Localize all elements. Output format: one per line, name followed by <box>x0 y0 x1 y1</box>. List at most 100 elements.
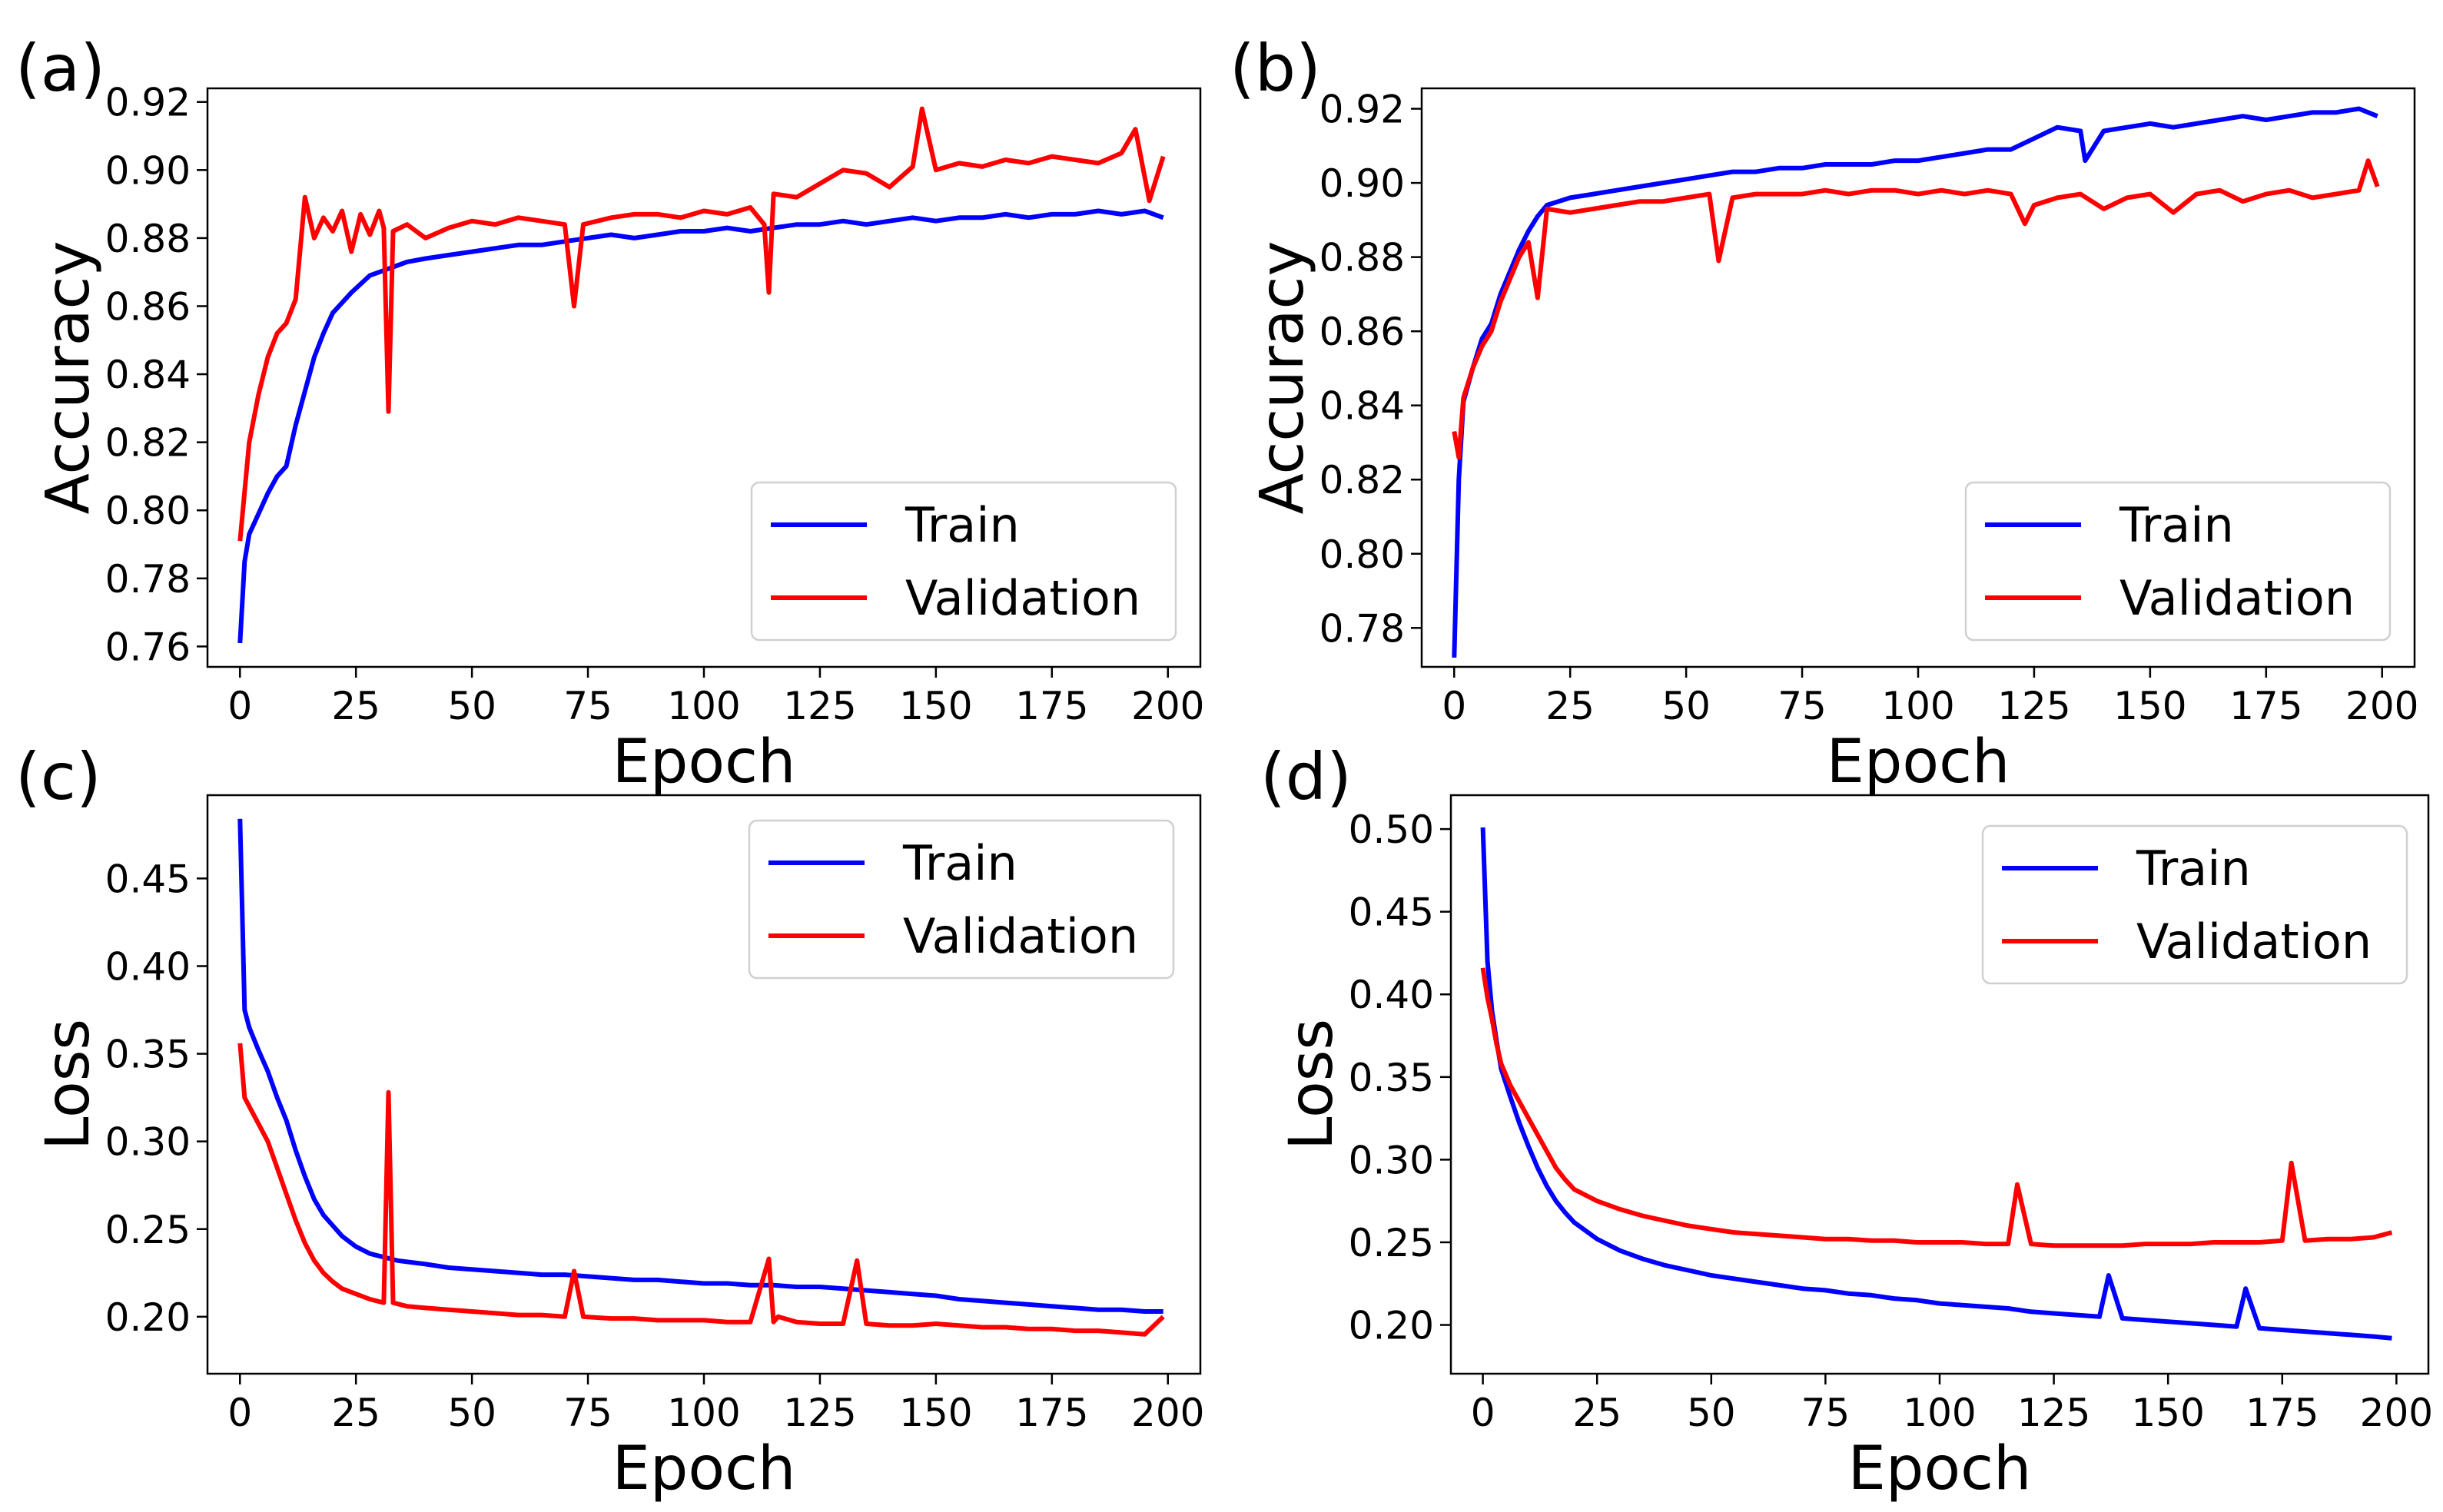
x-tick-label: 150 <box>899 684 972 728</box>
y-tick-label: 0.35 <box>105 1033 191 1077</box>
y-tick-label: 0.82 <box>1319 458 1405 502</box>
x-tick-label: 100 <box>1903 1391 1976 1435</box>
panel-a: (a) 0 25 50 75 100 125 150 175 200 0.76 0.78 0.80 0.8… <box>15 31 1204 797</box>
x-tick-label: 50 <box>1661 684 1711 728</box>
legend-label-validation: Validation <box>2136 914 2372 970</box>
y-tick-label: 0.40 <box>105 944 191 989</box>
y-tick-label: 0.86 <box>105 284 191 329</box>
y-tick-label: 0.90 <box>1319 161 1405 206</box>
x-tick-label: 175 <box>2229 684 2302 728</box>
y-axis-title: Loss <box>1277 1019 1346 1150</box>
panel-label: (d) <box>1260 739 1352 814</box>
y-tick-label: 0.20 <box>105 1295 191 1340</box>
x-tick-label: 125 <box>783 684 856 728</box>
y-tick-label: 0.82 <box>105 421 191 466</box>
x-tick-label: 50 <box>1687 1391 1736 1435</box>
x-tick-label: 25 <box>331 684 380 728</box>
y-tick-label: 0.88 <box>105 217 191 261</box>
panel-label: (a) <box>15 31 105 106</box>
y-tick-label: 0.78 <box>1319 606 1405 651</box>
legend-box <box>750 481 1177 642</box>
x-axis-title: Epoch <box>1848 1434 2032 1504</box>
x-tick-label: 0 <box>1471 1391 1495 1435</box>
x-tick-label: 150 <box>899 1391 972 1435</box>
x-tick-label: 100 <box>667 684 740 728</box>
x-tick-label: 25 <box>1545 684 1595 728</box>
panel-c: (c) 0 25 50 75 100 125 150 175 200 0.20 0.25 0.30 0.3… <box>15 739 1204 1504</box>
legend-label-train: Train <box>902 835 1017 891</box>
y-tick-label: 0.25 <box>1349 1221 1434 1265</box>
y-tick-label: 0.30 <box>105 1120 191 1165</box>
series-line-validation <box>237 1043 1165 1337</box>
y-tick-label: 0.84 <box>105 353 191 397</box>
legend-label-train: Train <box>2119 497 2234 553</box>
legend-box <box>748 819 1175 980</box>
x-tick-label: 75 <box>563 684 612 728</box>
x-tick-label: 175 <box>1015 684 1088 728</box>
y-tick-label: 0.90 <box>105 148 191 193</box>
series-line-train <box>1452 106 2378 658</box>
x-tick-label: 200 <box>1131 684 1204 728</box>
series-line-train <box>1480 827 2392 1341</box>
x-tick-label: 200 <box>2345 684 2418 728</box>
x-axis-title: Epoch <box>612 728 796 797</box>
panel-b: (b) 0 25 50 75 100 125 150 175 200 0.78 0.80 0.82 0.8… <box>1230 31 2418 797</box>
legend-box <box>1981 824 2408 985</box>
legend-label-validation: Validation <box>2119 570 2355 626</box>
x-tick-label: 25 <box>1572 1391 1621 1435</box>
x-tick-label: 150 <box>2131 1391 2204 1435</box>
x-tick-label: 150 <box>2113 684 2186 728</box>
y-axis-title: Accuracy <box>34 240 103 514</box>
x-tick-label: 0 <box>227 1391 252 1435</box>
x-tick-label: 100 <box>1881 684 1954 728</box>
x-tick-label: 125 <box>783 1391 856 1435</box>
x-tick-label: 100 <box>667 1391 740 1435</box>
x-tick-label: 200 <box>2360 1391 2433 1435</box>
y-tick-label: 0.30 <box>1349 1138 1434 1182</box>
y-tick-label: 0.84 <box>1319 384 1405 429</box>
y-axis-title: Loss <box>34 1019 103 1150</box>
y-tick-label: 0.35 <box>1349 1056 1434 1100</box>
legend-label-validation: Validation <box>903 908 1138 964</box>
x-tick-label: 125 <box>1997 684 2070 728</box>
x-tick-label: 50 <box>447 1391 496 1435</box>
y-tick-label: 0.20 <box>1349 1304 1434 1348</box>
y-tick-label: 0.80 <box>105 489 191 533</box>
x-tick-label: 75 <box>563 1391 612 1435</box>
series-line-validation <box>1452 158 2380 460</box>
y-tick-label: 0.88 <box>1319 236 1405 280</box>
x-tick-label: 125 <box>2017 1391 2090 1435</box>
x-tick-label: 75 <box>1777 684 1827 728</box>
y-tick-label: 0.80 <box>1319 532 1405 577</box>
y-tick-label: 0.92 <box>105 81 191 125</box>
x-tick-label: 0 <box>1442 684 1466 728</box>
y-tick-label: 0.40 <box>1349 973 1434 1017</box>
x-tick-label: 25 <box>331 1391 380 1435</box>
x-tick-label: 175 <box>2246 1391 2319 1435</box>
y-tick-label: 0.76 <box>105 625 191 669</box>
x-axis-title: Epoch <box>612 1434 796 1504</box>
x-tick-label: 50 <box>447 684 496 728</box>
series-line-train <box>237 208 1164 644</box>
series-line-validation <box>237 106 1166 542</box>
series-line-validation <box>1480 967 2393 1248</box>
series-line-train <box>237 818 1163 1314</box>
y-tick-label: 0.86 <box>1319 310 1405 354</box>
y-tick-label: 0.92 <box>1319 88 1405 132</box>
legend-box <box>1964 481 2392 642</box>
panel-d: (d) 0 25 50 75 100 125 150 175 200 0.20 0.25 0.30 0.3… <box>1260 739 2433 1504</box>
legend-label-validation: Validation <box>905 570 1140 626</box>
x-axis-title: Epoch <box>1827 728 2010 797</box>
y-tick-label: 0.45 <box>1349 890 1434 935</box>
y-tick-label: 0.25 <box>105 1208 191 1252</box>
y-tick-label: 0.78 <box>105 557 191 602</box>
panel-label: (b) <box>1230 31 1321 106</box>
y-axis-title: Accuracy <box>1248 240 1317 514</box>
legend-label-train: Train <box>2136 841 2251 897</box>
legend-label-train: Train <box>905 497 1020 553</box>
x-tick-label: 200 <box>1131 1391 1204 1435</box>
y-tick-label: 0.45 <box>105 857 191 901</box>
x-tick-label: 75 <box>1801 1391 1851 1435</box>
panel-label: (c) <box>15 739 101 814</box>
